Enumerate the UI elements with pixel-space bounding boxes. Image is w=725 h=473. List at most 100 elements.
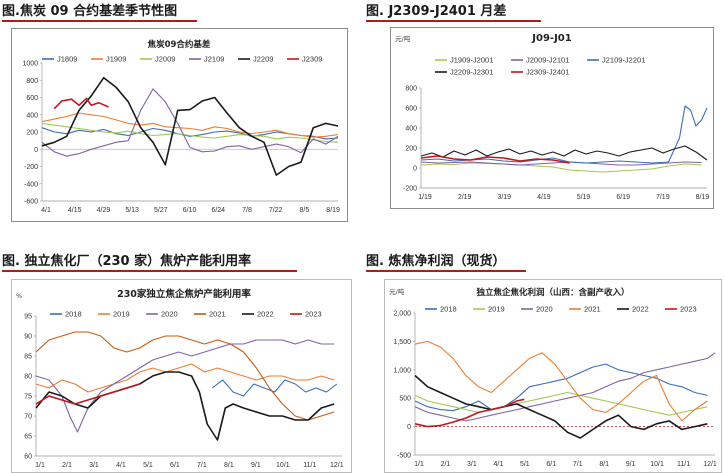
legend-label: 2022 xyxy=(257,310,274,319)
series-line xyxy=(41,76,339,176)
series-line xyxy=(53,97,109,110)
panel-title: 图. J2309-J2401 月差 xyxy=(366,0,541,22)
y-tick-label: 0 xyxy=(34,147,38,154)
chart-frame: 焦炭09合约基差 -600 -400 -200 0 200 400 600 800 1000 4/1… xyxy=(11,28,348,222)
y-tick-label: 70 xyxy=(24,414,32,421)
legend-label: J2209 xyxy=(253,55,273,64)
legend-label: 2020 xyxy=(161,310,178,319)
y-tick-label: 600 xyxy=(405,106,417,113)
legend-label: 2021 xyxy=(584,305,601,314)
y-axis-unit: 元/吨 xyxy=(395,34,411,43)
legend-item: 2022 xyxy=(242,310,274,319)
x-tick-label: 6/24 xyxy=(211,207,225,214)
y-tick-label: 800 xyxy=(405,86,417,93)
chart-title: 焦炭09合约基差 xyxy=(147,39,211,50)
y-axis-unit: % xyxy=(16,292,22,300)
series-line xyxy=(414,363,708,412)
x-tick-label: 2/1 xyxy=(62,462,72,469)
x-tick-label: 3/1 xyxy=(467,461,477,468)
legend-label: 2021 xyxy=(209,310,226,319)
x-tick-label: 10/1 xyxy=(650,461,664,468)
legend-item: J1909-J2001 xyxy=(435,56,493,65)
chart-title: 独立焦企焦化利润（山西：含副产收入） xyxy=(475,287,629,298)
series-line xyxy=(420,145,708,161)
title-underline xyxy=(2,270,297,272)
legend-item: J2109 xyxy=(189,55,224,64)
y-tick-label: 1,500 xyxy=(393,339,411,346)
x-tick-label: 5/27 xyxy=(154,207,168,214)
x-tick-label: 11/1 xyxy=(677,461,690,468)
panel-title-text: 图. 炼焦净利润（现货） xyxy=(366,254,506,269)
y-tick-label: 0 xyxy=(413,166,417,173)
x-tick-label: 6/1 xyxy=(546,461,556,468)
x-tick-label: 1/19 xyxy=(418,194,432,201)
legend-item: 2018 xyxy=(425,305,457,314)
y-tick-label: 200 xyxy=(405,146,417,153)
x-tick-label: 1/1 xyxy=(35,462,45,469)
y-axis-unit: 元/吨 xyxy=(389,287,405,296)
y-tick-label: -200 xyxy=(24,164,38,171)
series-line xyxy=(211,379,338,397)
x-tick-label: 10/1 xyxy=(276,462,290,469)
series-line xyxy=(414,398,525,428)
y-tick-label: 0 xyxy=(407,424,411,431)
legend-item: 2019 xyxy=(473,305,505,314)
chart-coking-profit: 独立焦企焦化利润（山西：含副产收入） 元/吨 -500 0 500 1,000 1,500 2… xyxy=(389,287,717,468)
x-tick-label: 3/1 xyxy=(89,462,99,469)
y-tick-label: 1,000 xyxy=(393,367,411,374)
legend-item: J2309-J2401 xyxy=(511,68,569,77)
x-tick-label: 12/1 xyxy=(703,461,717,468)
x-tick-label: 2/19 xyxy=(458,194,472,201)
y-tick-label: 2,000 xyxy=(393,311,411,318)
x-tick-label: 6/1 xyxy=(170,462,180,469)
series-line xyxy=(35,339,335,433)
y-tick-label: 1000 xyxy=(22,61,38,68)
series-line xyxy=(41,88,339,157)
x-tick-label: 5/13 xyxy=(125,207,139,214)
legend-label: J1909-J2001 xyxy=(450,56,493,65)
y-tick-label: 500 xyxy=(399,396,411,403)
legend-label: J1909 xyxy=(106,55,126,64)
chart-frame: J09-J01 元/吨 -200 0 200 400 600 800 1/19 2/19 3/19 4… xyxy=(390,27,714,209)
y-tick-label: 75 xyxy=(24,394,32,401)
legend-label: J2309-J2401 xyxy=(526,68,569,77)
series-line xyxy=(414,374,708,439)
series-line xyxy=(41,112,339,138)
chart-title: J09-J01 xyxy=(531,33,571,44)
panel-coking-profit: 图. 炼焦净利润（现货） 独立焦企焦化利润（山西：含副产收入） 元/吨 -500 0 5… xyxy=(364,250,725,473)
x-tick-label: 7/1 xyxy=(197,462,207,469)
x-tick-label: 8/19 xyxy=(326,207,340,214)
panel-title-text: 图. J2309-J2401 月差 xyxy=(366,4,507,19)
y-tick-label: -500 xyxy=(397,453,411,460)
y-tick-label: 85 xyxy=(24,354,32,361)
series-line xyxy=(35,371,335,441)
chart-coke-basis: 焦炭09合约基差 -600 -400 -200 0 200 400 600 800 1000 4/1… xyxy=(22,39,340,214)
legend-label: J1809 xyxy=(57,55,77,64)
legend-item: J1809 xyxy=(42,55,77,64)
panel-title-text: 图. 独立焦化厂（230 家）焦炉产能利用率 xyxy=(2,254,252,269)
legend-label: 2020 xyxy=(536,305,553,314)
title-underline xyxy=(366,20,541,22)
legend-label: 2023 xyxy=(305,310,322,319)
x-tick-label: 2/1 xyxy=(441,461,451,468)
x-tick-label: 5/1 xyxy=(520,461,530,468)
legend-item: J2209 xyxy=(238,55,273,64)
x-tick-label: 7/19 xyxy=(656,194,670,201)
x-tick-label: 6/19 xyxy=(616,194,630,201)
x-tick-label: 12/1 xyxy=(330,462,344,469)
x-tick-label: 6/10 xyxy=(183,207,197,214)
legend-label: J2109 xyxy=(204,55,224,64)
series-line xyxy=(420,161,702,166)
series-line xyxy=(414,352,716,422)
series-line xyxy=(35,383,140,405)
title-underline xyxy=(366,270,526,272)
y-tick-label: -600 xyxy=(24,199,38,206)
x-tick-label: 4/1 xyxy=(41,207,51,214)
legend-item: 2018 xyxy=(50,310,82,319)
y-tick-label: 600 xyxy=(26,95,38,102)
x-tick-label: 1/1 xyxy=(414,461,424,468)
x-tick-label: 8/19 xyxy=(696,194,710,201)
series-line xyxy=(420,105,708,164)
y-tick-label: 80 xyxy=(24,374,32,381)
legend-label: 2018 xyxy=(440,305,457,314)
